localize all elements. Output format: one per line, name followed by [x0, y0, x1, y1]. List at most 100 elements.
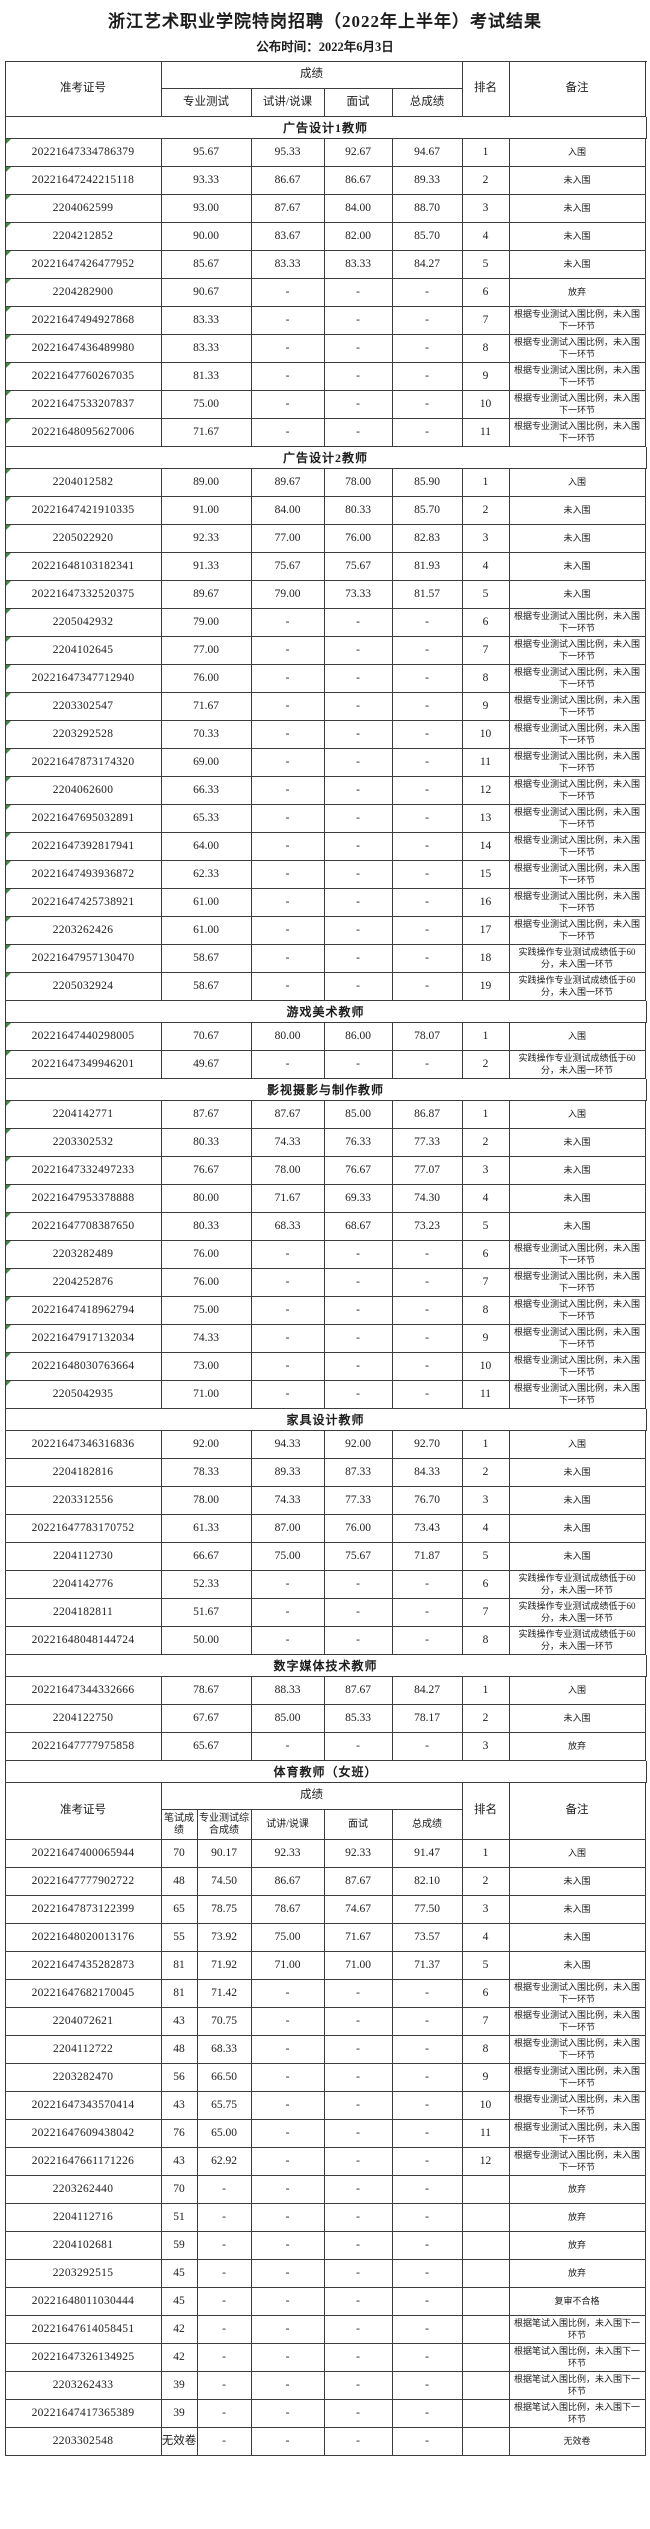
remark-cell: 放弃	[509, 2204, 646, 2232]
candidate-id-cell: 20221647493936872	[5, 861, 162, 889]
score-cell: 75.00	[251, 1924, 325, 1952]
cell-corner-marker-icon	[5, 1129, 11, 1134]
candidate-id-cell: 2205032924	[5, 973, 162, 1001]
score-cell: 73.23	[392, 1213, 463, 1241]
score-cell: 71.87	[392, 1543, 463, 1571]
score-cell: 92.33	[161, 525, 252, 553]
remark-cell: 根据专业测试入围比例，未入围下一环节	[509, 917, 646, 945]
score-cell: -	[392, 693, 463, 721]
table-row: 20221647242215118 93.33 86.67 86.67 89.33 2 未入…	[5, 167, 647, 195]
table-row: 20221647421910335 91.00 84.00 80.33 85.70 2 未入…	[5, 497, 647, 525]
rank-cell: 7	[462, 1269, 510, 1297]
remark-cell: 入围	[509, 139, 646, 167]
score-cell: 51	[161, 2204, 198, 2232]
score-cell: -	[392, 2344, 463, 2372]
score-cell: -	[324, 721, 393, 749]
score-cell: -	[251, 973, 325, 1001]
rank-cell: 4	[462, 553, 510, 581]
rank-cell: 1	[462, 139, 510, 167]
score-cell: 69.00	[161, 749, 252, 777]
table-row: 2204182816 78.33 89.33 87.33 84.33 2 未入围	[5, 1459, 647, 1487]
remark-cell: 实践操作专业测试成绩低于60分，未入围一环节	[509, 945, 646, 973]
score-cell: -	[392, 1353, 463, 1381]
score-cell: -	[251, 1353, 325, 1381]
header-score-col-label: 笔试成绩	[161, 1810, 198, 1840]
score-cell: 78.67	[251, 1896, 325, 1924]
score-cell: 70.67	[161, 1023, 252, 1051]
candidate-id-cell: 20221647347712940	[5, 665, 162, 693]
score-cell: 56	[161, 2064, 198, 2092]
table-row: 20221647392817941 64.00- - -14 根据专业测试入围比例，未入…	[5, 833, 647, 861]
table-row: 20221647609438042 76 65.00- - -11 根据专业测试入围比例，…	[5, 2120, 647, 2148]
score-cell: -	[392, 749, 463, 777]
score-cell: 79.00	[251, 581, 325, 609]
remark-cell: 未入围	[509, 1515, 646, 1543]
score-cell: -	[324, 419, 393, 447]
score-cell: -	[251, 2064, 325, 2092]
score-cell: -	[197, 2400, 252, 2428]
score-cell: 76.00	[161, 665, 252, 693]
score-cell: 91.33	[161, 553, 252, 581]
rank-cell: 10	[462, 391, 510, 419]
remark-cell: 根据专业测试入围比例，未入围下一环节	[509, 637, 646, 665]
score-cell: 66.67	[161, 1543, 252, 1571]
table-row: 2205032924 58.67- - -19 实践操作专业测试成绩低于60分，未入围一…	[5, 973, 647, 1001]
score-cell: -	[251, 2176, 325, 2204]
rank-cell: 18	[462, 945, 510, 973]
remark-cell: 放弃	[509, 2260, 646, 2288]
candidate-id-cell: 20221647953378888	[5, 1185, 162, 1213]
score-cell: 79.00	[161, 609, 252, 637]
page-title: 浙江艺术职业学院特岗招聘（2022年上半年）考试结果	[108, 12, 542, 31]
score-cell: 75.67	[251, 553, 325, 581]
score-cell: -	[324, 1241, 393, 1269]
score-cell: -	[392, 419, 463, 447]
score-cell: -	[324, 335, 393, 363]
table-row: 2204062599 93.00 87.67 84.00 88.70 3 未入围	[5, 195, 647, 223]
header-score-col-label: 试讲/说课	[251, 89, 325, 117]
score-cell: 85.67	[161, 251, 252, 279]
score-cell: -	[251, 2204, 325, 2232]
score-cell: -	[324, 861, 393, 889]
rank-cell: 10	[462, 721, 510, 749]
score-cell: -	[251, 419, 325, 447]
candidate-id-cell: 2205042932	[5, 609, 162, 637]
rank-cell: 6	[462, 1980, 510, 2008]
score-cell: -	[392, 1980, 463, 2008]
score-cell: 90.67	[161, 279, 252, 307]
score-cell: -	[197, 2344, 252, 2372]
score-cell: -	[392, 2400, 463, 2428]
table-row: 2204012582 89.00 89.67 78.00 85.90 1 入围	[5, 469, 647, 497]
score-cell: -	[324, 1325, 393, 1353]
remark-cell: 根据专业测试入围比例，未入围下一环节	[509, 609, 646, 637]
score-cell: -	[392, 1381, 463, 1409]
score-cell: -	[392, 973, 463, 1001]
score-cell: 73.57	[392, 1924, 463, 1952]
cell-corner-marker-icon	[5, 335, 11, 340]
candidate-id-cell: 2205022920	[5, 525, 162, 553]
remark-cell: 根据专业测试入围比例，未入围下一环节	[509, 1269, 646, 1297]
score-cell: -	[251, 1325, 325, 1353]
score-cell: 43	[161, 2008, 198, 2036]
table-row: 2204112722 48 68.33- - -8 根据专业测试入围比例，未入围下一环节	[5, 2036, 647, 2064]
score-cell: 80.00	[161, 1185, 252, 1213]
candidate-id-cell: 20221647777902722	[5, 1868, 162, 1896]
score-cell: -	[251, 2008, 325, 2036]
table-row: 20221647957130470 58.67- - -18 实践操作专业测试成绩低于6…	[5, 945, 647, 973]
score-cell: -	[324, 1733, 393, 1761]
candidate-id-cell: 20221648011030444	[5, 2288, 162, 2316]
remark-cell: 放弃	[509, 2232, 646, 2260]
score-cell: -	[324, 2232, 393, 2260]
score-cell: -	[251, 2400, 325, 2428]
score-cell: -	[392, 1297, 463, 1325]
score-cell: -	[324, 2092, 393, 2120]
rank-cell: 6	[462, 1241, 510, 1269]
table-row: 20221647426477952 85.67 83.33 83.33 84.27 5 未入…	[5, 251, 647, 279]
score-cell: -	[324, 805, 393, 833]
cell-corner-marker-icon	[5, 497, 11, 502]
candidate-id-cell: 20221647400065944	[5, 1840, 162, 1868]
score-cell: 86.67	[251, 1868, 325, 1896]
table-row: 20221647400065944 70 90.17 92.33 92.33 91.47 1…	[5, 1840, 647, 1868]
score-cell: -	[392, 861, 463, 889]
remark-cell: 入围	[509, 1101, 646, 1129]
remark-cell: 未入围	[509, 195, 646, 223]
